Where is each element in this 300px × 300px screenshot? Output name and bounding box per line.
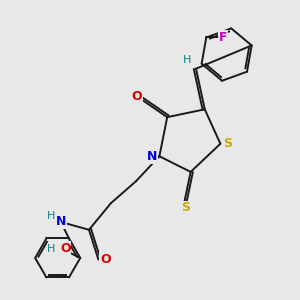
Text: H: H [47,211,56,221]
Text: S: S [182,201,190,214]
Text: F: F [219,31,228,44]
Text: O: O [100,253,111,266]
Text: H: H [47,244,56,254]
Text: N: N [56,215,66,229]
Text: O: O [131,90,142,103]
Text: S: S [223,137,232,150]
Text: N: N [147,150,158,163]
Text: H: H [183,55,191,65]
Text: O: O [60,242,70,255]
